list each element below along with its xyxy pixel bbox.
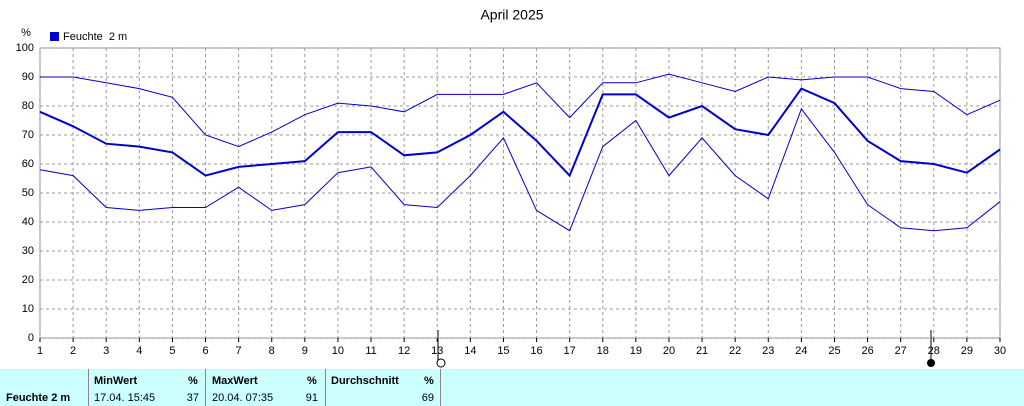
- x-tick-label: 12: [398, 345, 410, 357]
- x-tick-label: 26: [861, 345, 873, 357]
- header: MinWert: [94, 375, 138, 387]
- x-tick-label: 14: [464, 345, 476, 357]
- x-tick-label: 2: [70, 345, 76, 357]
- header: %: [307, 375, 317, 387]
- x-tick-label: 19: [630, 345, 642, 357]
- x-tick-label: 1: [37, 345, 43, 357]
- y-tick-label: 90: [22, 71, 34, 83]
- moon-icon: [436, 358, 446, 368]
- x-tick-label: 25: [828, 345, 840, 357]
- x-tick-label: 20: [663, 345, 675, 357]
- y-tick-label: 50: [22, 187, 34, 199]
- x-tick-label: 10: [332, 345, 344, 357]
- y-tick-label: 80: [22, 100, 34, 112]
- x-tick-label: 5: [169, 345, 175, 357]
- x-tick-label: 23: [762, 345, 774, 357]
- x-tick-label: 11: [365, 345, 376, 357]
- x-tick-label: 7: [236, 345, 242, 357]
- x-tick-label: 29: [961, 345, 973, 357]
- y-tick-label: 60: [22, 158, 34, 170]
- y-tick-label: 20: [22, 274, 34, 286]
- data-line: [39, 87, 1001, 178]
- x-tick-label: 3: [103, 345, 109, 357]
- separator: [88, 369, 89, 406]
- x-tick-label: 15: [497, 345, 509, 357]
- x-tick-label: 6: [202, 345, 208, 357]
- y-tick-label: 30: [22, 245, 34, 257]
- row-label: Feuchte 2 m: [6, 392, 71, 404]
- header: Durchschnitt: [331, 375, 399, 387]
- x-tick-label: 27: [895, 345, 907, 357]
- x-tick-label: 4: [136, 345, 142, 357]
- x-tick-label: 24: [795, 345, 807, 357]
- x-tick-label: 13: [431, 345, 443, 357]
- legend-label: Feuchte 2 m: [63, 31, 127, 43]
- moon-icon: [927, 359, 935, 367]
- header: %: [424, 375, 434, 387]
- x-tick-label: 28: [928, 345, 940, 357]
- stats-table: MinWert % MaxWert % Durchschnitt % Feuch…: [0, 369, 1024, 406]
- y-tick-label: 100: [16, 42, 34, 54]
- header: MaxWert: [212, 375, 258, 387]
- x-tick-label: 22: [729, 345, 741, 357]
- y-tick-label: 40: [22, 216, 34, 228]
- y-tick-label: 0: [28, 332, 34, 344]
- separator: [325, 369, 326, 406]
- separator: [440, 369, 441, 406]
- avg-value: 69: [421, 392, 434, 404]
- min-time: 17.04. 15:45: [94, 392, 156, 404]
- max-time: 20.04. 07:35: [212, 392, 274, 404]
- y-axis-label: %: [21, 27, 31, 39]
- x-tick-label: 30: [994, 345, 1006, 357]
- data-line: [40, 73, 1001, 148]
- x-tick-label: 8: [269, 345, 275, 357]
- x-tick-label: 17: [564, 345, 576, 357]
- x-tick-label: 21: [696, 345, 708, 357]
- min-value: 37: [186, 392, 199, 404]
- max-value: 91: [305, 392, 318, 404]
- data-line: [39, 107, 1001, 232]
- y-tick-label: 70: [22, 129, 34, 141]
- x-tick-label: 9: [302, 345, 308, 357]
- legend-swatch: [50, 32, 59, 41]
- chart-title: April 2025: [480, 7, 543, 23]
- x-tick-label: 18: [597, 345, 609, 357]
- x-tick-label: 16: [530, 345, 542, 357]
- separator: [205, 369, 206, 406]
- header: %: [188, 375, 198, 387]
- y-tick-label: 10: [22, 303, 34, 315]
